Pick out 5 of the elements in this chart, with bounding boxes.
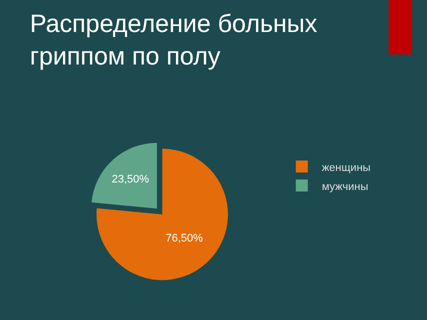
legend-label: мужчины — [322, 180, 368, 193]
data-label: 23,50% — [112, 174, 150, 186]
data-label: 76,50% — [166, 232, 204, 245]
chart-title: Распределение больных гриппом по полу — [30, 10, 318, 70]
legend-label: женщины — [322, 162, 371, 174]
